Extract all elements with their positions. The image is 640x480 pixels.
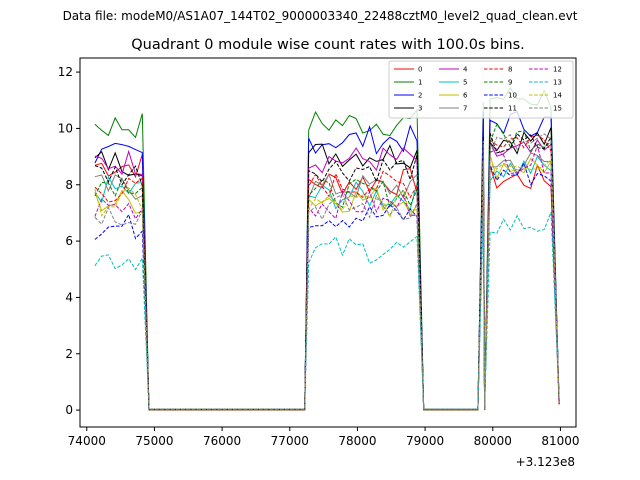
y-tick-label: 12 bbox=[58, 65, 73, 79]
x-tick-label: 79000 bbox=[406, 434, 444, 448]
legend-label-13: 13 bbox=[553, 79, 562, 87]
series-layer bbox=[94, 86, 560, 411]
x-tick-label: 80000 bbox=[474, 434, 512, 448]
legend-frame bbox=[388, 60, 574, 119]
legend-label-8: 8 bbox=[508, 66, 512, 74]
legend-label-12: 12 bbox=[553, 66, 562, 74]
legend-label-15: 15 bbox=[553, 105, 562, 113]
legend-label-10: 10 bbox=[508, 92, 517, 100]
legend-label-6: 6 bbox=[463, 92, 468, 100]
chart-title: Quadrant 0 module wise count rates with … bbox=[131, 37, 525, 53]
legend-label-4: 4 bbox=[463, 66, 468, 74]
legend-label-3: 3 bbox=[418, 105, 422, 113]
x-tick-label: 81000 bbox=[541, 434, 579, 448]
legend-label-9: 9 bbox=[508, 79, 512, 87]
y-tick-label: 2 bbox=[65, 347, 73, 361]
series-line-15 bbox=[94, 133, 560, 410]
plot-area bbox=[80, 58, 576, 427]
plot-frame bbox=[79, 57, 577, 428]
legend-label-0: 0 bbox=[418, 66, 422, 74]
y-tick-label: 10 bbox=[58, 121, 73, 135]
x-tick-label: 78000 bbox=[338, 434, 376, 448]
legend-label-1: 1 bbox=[418, 79, 422, 87]
legend-label-14: 14 bbox=[553, 92, 562, 100]
legend-label-5: 5 bbox=[463, 79, 467, 87]
y-tick-label: 8 bbox=[65, 178, 73, 192]
suptitle: Data file: modeM0/AS1A07_144T02_90000033… bbox=[63, 9, 578, 23]
legend-label-2: 2 bbox=[418, 92, 422, 100]
y-tick-label: 0 bbox=[65, 403, 73, 417]
legend-label-11: 11 bbox=[508, 105, 517, 113]
y-tick-label: 4 bbox=[65, 290, 73, 304]
y-tick-label: 6 bbox=[65, 234, 73, 248]
x-tick-label: 77000 bbox=[271, 434, 309, 448]
x-tick-label: 75000 bbox=[135, 434, 173, 448]
x-axis-offset-label: +3.123e8 bbox=[516, 455, 575, 469]
x-tick-label: 74000 bbox=[68, 434, 106, 448]
legend-label-7: 7 bbox=[463, 105, 467, 113]
x-tick-label: 76000 bbox=[203, 434, 241, 448]
y-axis: 0 2 4 6 8 10 12 bbox=[58, 65, 80, 417]
x-axis: 74000 75000 76000 77000 78000 79000 80000 81000 bbox=[68, 427, 580, 448]
